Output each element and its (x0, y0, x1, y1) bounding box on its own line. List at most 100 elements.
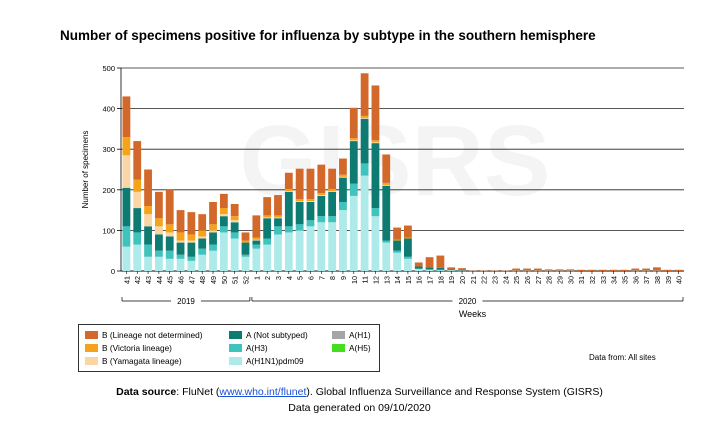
bar-segment-25-s5 (512, 268, 521, 271)
bar-segment-50-s1 (219, 226, 228, 233)
bar-segment-24-s5 (501, 270, 510, 272)
legend-item-0: B (Lineage not determined) (85, 330, 203, 340)
bar-segment-12-s2 (371, 143, 380, 209)
bar-segment-4-s0 (284, 232, 293, 271)
bar-segment-49-s2 (209, 232, 217, 245)
flunet-link[interactable]: www.who.int/flunet (219, 386, 307, 398)
bar-segment-36-s5 (631, 268, 640, 271)
bar-segment-1-s0 (252, 248, 261, 271)
bar-segment-3-s4 (274, 215, 282, 218)
bar-segment-11-s1 (360, 163, 369, 176)
bar-segment-45-s1 (165, 250, 174, 259)
chart-legend: B (Lineage not determined) A (Not subtype… (78, 324, 380, 372)
bar-segment-49-s3 (209, 230, 217, 233)
bar-segment-26-s5 (523, 268, 531, 271)
bar-segment-11-s4 (360, 115, 369, 118)
bar-segment-12-s1 (371, 208, 380, 217)
bar-segment-36-s0 (631, 270, 640, 272)
bar-segment-2-s3 (263, 217, 272, 219)
bar-segment-25-s0 (512, 270, 521, 272)
bar-segment-44-s3 (155, 226, 163, 235)
bar-segment-12-s5 (371, 85, 380, 141)
bar-segment-18-s1 (436, 269, 445, 271)
bar-segment-10-s5 (349, 107, 358, 139)
legend-item-2: A(H1) (332, 330, 371, 340)
x-tick-label-19: 19 (447, 276, 456, 284)
year-label-2019: 2019 (177, 297, 195, 306)
x-tick-label-25: 25 (512, 276, 521, 284)
bar-segment-41-s1 (122, 226, 131, 247)
bar-segment-47-s0 (187, 260, 196, 271)
bar-segment-16-s2 (414, 266, 423, 269)
bar-segment-31-s5 (577, 269, 586, 271)
legend-item-5: A(H5) (332, 343, 371, 353)
bar-segment-52-s4 (241, 240, 250, 243)
bar-segment-4-s5 (284, 172, 293, 189)
x-tick-label-42: 42 (133, 276, 142, 284)
y-tick-label-500: 500 (102, 64, 115, 73)
bar-segment-50-s4 (219, 208, 228, 215)
x-tick-label-36: 36 (631, 276, 640, 284)
bar-segment-19-s5 (447, 267, 456, 270)
bar-segment-48-s0 (198, 254, 207, 271)
x-tick-label-37: 37 (642, 276, 651, 284)
legend-item-6: B (Yamagata lineage) (85, 356, 182, 366)
bar-segment-47-s2 (187, 242, 196, 257)
bar-segment-3-s2 (274, 218, 282, 227)
bar-segment-14-s0 (393, 252, 401, 271)
data-source-label: Data source (116, 386, 177, 398)
x-tick-label-45: 45 (166, 276, 175, 284)
bar-segment-51-s1 (230, 232, 239, 239)
bar-segment-7-s4 (317, 193, 326, 196)
bar-segment-43-s3 (144, 214, 152, 227)
bar-segment-15-s0 (404, 258, 412, 271)
x-tick-label-23: 23 (491, 276, 500, 284)
x-tick-label-16: 16 (415, 276, 424, 284)
x-tick-label-22: 22 (480, 276, 489, 284)
bar-segment-42-s0 (133, 244, 142, 271)
bar-segment-13-s1 (382, 240, 391, 243)
bar-segment-10-s0 (349, 195, 358, 271)
bar-segment-14-s4 (393, 239, 401, 241)
bar-segment-40-s5 (674, 269, 683, 271)
y-tick-label-200: 200 (102, 186, 115, 195)
bar-segment-14-s1 (393, 250, 401, 253)
bar-segment-43-s4 (144, 206, 152, 215)
legend-label-7: A(H1N1)pdm09 (246, 356, 304, 366)
bar-segment-1-s3 (252, 239, 261, 241)
bar-segment-51-s3 (230, 220, 239, 223)
x-tick-label-6: 6 (306, 276, 315, 280)
x-tick-label-24: 24 (501, 276, 510, 284)
bar-segment-21-s5 (468, 270, 477, 272)
bar-segment-50-s2 (219, 216, 228, 227)
bar-segment-10-s3 (349, 140, 358, 142)
bar-segment-12-s0 (371, 216, 380, 271)
bar-segment-15-s1 (404, 256, 412, 259)
bar-segment-14-s5 (393, 227, 401, 240)
bar-segment-20-s0 (458, 270, 466, 272)
bar-segment-13-s2 (382, 185, 391, 241)
bar-segment-8-s2 (328, 191, 337, 217)
x-tick-label-35: 35 (620, 276, 629, 284)
bar-segment-11-s2 (360, 118, 369, 164)
x-tick-label-51: 51 (231, 276, 240, 284)
bar-segment-48-s2 (198, 238, 207, 249)
bar-segment-13-s3 (382, 184, 391, 186)
bar-segment-35-s5 (620, 269, 629, 271)
bar-segment-32-s5 (588, 269, 596, 271)
bar-segment-43-s0 (144, 256, 152, 271)
bar-segment-8-s3 (328, 191, 337, 192)
legend-swatch-5 (332, 344, 345, 352)
bar-segment-5-s0 (295, 230, 304, 271)
bar-segment-42-s4 (133, 179, 142, 192)
legend-label-2: A(H1) (349, 330, 371, 340)
bar-segment-38-s5 (653, 267, 661, 271)
data-source-prefix: : FluNet ( (176, 386, 220, 398)
bar-segment-52-s5 (241, 232, 250, 241)
bar-segment-14-s2 (393, 240, 401, 251)
bar-segment-9-s1 (339, 201, 347, 211)
x-tick-label-33: 33 (599, 276, 608, 284)
legend-label-0: B (Lineage not determined) (102, 330, 203, 340)
bar-segment-7-s0 (317, 222, 326, 271)
bar-segment-16-s0 (414, 268, 423, 271)
